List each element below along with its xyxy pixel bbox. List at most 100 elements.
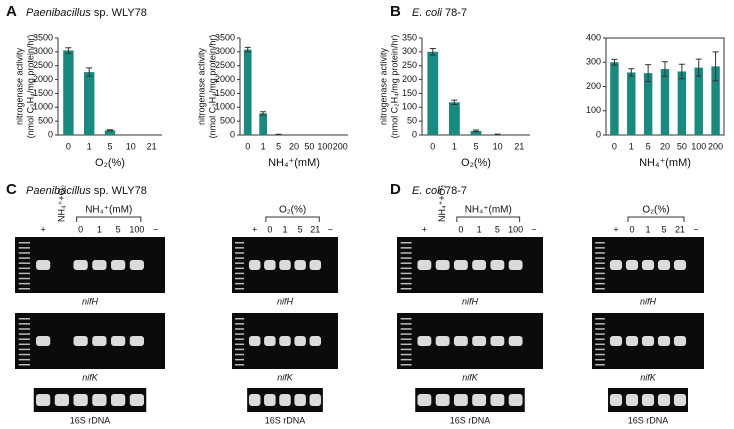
- error-bar: [260, 111, 267, 116]
- gel-band: [417, 394, 432, 406]
- lane-label: 1: [477, 224, 482, 234]
- ladder-band: [595, 323, 605, 325]
- error-bar: [473, 129, 479, 133]
- bar: [84, 72, 95, 135]
- strain: sp. WLY78: [94, 185, 147, 197]
- y-tick-label: 0: [596, 129, 601, 139]
- gene-label: nifK: [462, 372, 479, 382]
- lane-label: −: [693, 224, 698, 234]
- gel-band: [309, 336, 322, 346]
- bracket: [265, 216, 320, 222]
- x-tick-label: 0: [612, 141, 617, 151]
- x-axis-label: NH₄⁺(mM): [268, 157, 320, 169]
- gel-band: [417, 260, 432, 270]
- bar: [711, 66, 720, 135]
- ladder-band: [400, 348, 412, 351]
- gel-band: [111, 394, 126, 406]
- gel-band: [657, 260, 671, 270]
- ladder-band: [235, 348, 245, 351]
- bar: [694, 67, 703, 135]
- ladder-band: [400, 358, 412, 361]
- gene-label: nifH: [277, 296, 294, 306]
- ladder-band: [595, 262, 605, 264]
- gel-band: [248, 336, 261, 346]
- ladder-band: [400, 318, 412, 320]
- ladder-band: [595, 333, 605, 335]
- x-tick-label: 100: [317, 141, 332, 151]
- ladder-band: [400, 328, 412, 330]
- ladder-band: [400, 277, 412, 280]
- ladder-band: [595, 288, 605, 290]
- y-tick-label: 300: [586, 57, 601, 67]
- gel-band: [279, 260, 291, 270]
- ladder-band: [18, 338, 30, 340]
- panel-label: B: [390, 3, 401, 20]
- ladder-band: [400, 323, 412, 325]
- ladder-band: [595, 252, 605, 254]
- y-tick-label: 400: [586, 32, 601, 42]
- x-axis-label: O₂(%): [461, 157, 491, 169]
- ladder-band: [18, 358, 30, 361]
- ladder-band: [18, 277, 30, 280]
- ladder-band: [18, 257, 30, 259]
- error-bar: [429, 48, 436, 56]
- gel-band: [435, 260, 450, 270]
- gel-band: [129, 336, 144, 346]
- ladder-band: [400, 282, 412, 285]
- x-tick-label: 1: [452, 141, 457, 151]
- y-tick-label: 100: [586, 105, 601, 115]
- gel-band: [490, 260, 505, 270]
- error-bar: [611, 58, 618, 66]
- ladder-band: [400, 343, 412, 346]
- x-tick-label: 50: [304, 141, 314, 151]
- lane-label: +: [422, 224, 427, 234]
- y-axis-label: (nmol C₂H₄/mg protein/hr): [25, 35, 35, 139]
- ladder-band: [18, 343, 30, 346]
- bar: [643, 73, 653, 135]
- gel-band: [264, 336, 276, 346]
- strain: 78-7: [445, 7, 467, 19]
- error-bar: [645, 64, 652, 83]
- lane-header: NH₄⁺(mM): [465, 205, 512, 216]
- x-tick-label: 10: [493, 141, 503, 151]
- lane-label: −: [153, 224, 158, 234]
- bar: [610, 62, 619, 135]
- gel-band: [435, 336, 450, 346]
- ladder-band: [400, 267, 412, 270]
- ladder-band: [18, 333, 30, 335]
- ladder-band: [18, 353, 30, 356]
- gel-band: [92, 336, 107, 346]
- panel-title: Paenibacillus sp. WLY78: [26, 7, 147, 19]
- lane-label: +: [613, 224, 618, 234]
- gel-band: [129, 260, 144, 270]
- lane-label: 1: [645, 224, 650, 234]
- error-bar: [678, 63, 685, 80]
- axis: [421, 38, 530, 136]
- gel-band: [472, 394, 487, 406]
- x-tick-label: 5: [276, 141, 281, 151]
- ladder-band: [235, 318, 245, 320]
- y-tick-label: 200: [586, 81, 601, 91]
- gene-label: nifH: [82, 296, 99, 306]
- lane-label: 0: [629, 224, 634, 234]
- bar: [660, 69, 670, 135]
- gel-band: [92, 394, 107, 406]
- panel-label: C: [6, 181, 17, 198]
- y-tick-label: 0: [230, 129, 235, 139]
- ladder-band: [400, 257, 412, 259]
- gel-band: [625, 336, 639, 346]
- ladder-band: [595, 364, 605, 366]
- ladder-band: [400, 288, 412, 290]
- gene-label: nifK: [277, 372, 294, 382]
- gel-band: [309, 394, 322, 406]
- x-tick-label: 5: [473, 141, 478, 151]
- x-tick-label: 0: [430, 141, 435, 151]
- ladder-band: [595, 318, 605, 320]
- y-tick-label: 3500: [215, 32, 235, 42]
- gel-band: [36, 394, 51, 406]
- gene-label: nifH: [640, 296, 657, 306]
- genus: E. coli: [412, 185, 443, 197]
- gene-label: 16S rDNA: [628, 415, 669, 425]
- gel-band: [490, 336, 505, 346]
